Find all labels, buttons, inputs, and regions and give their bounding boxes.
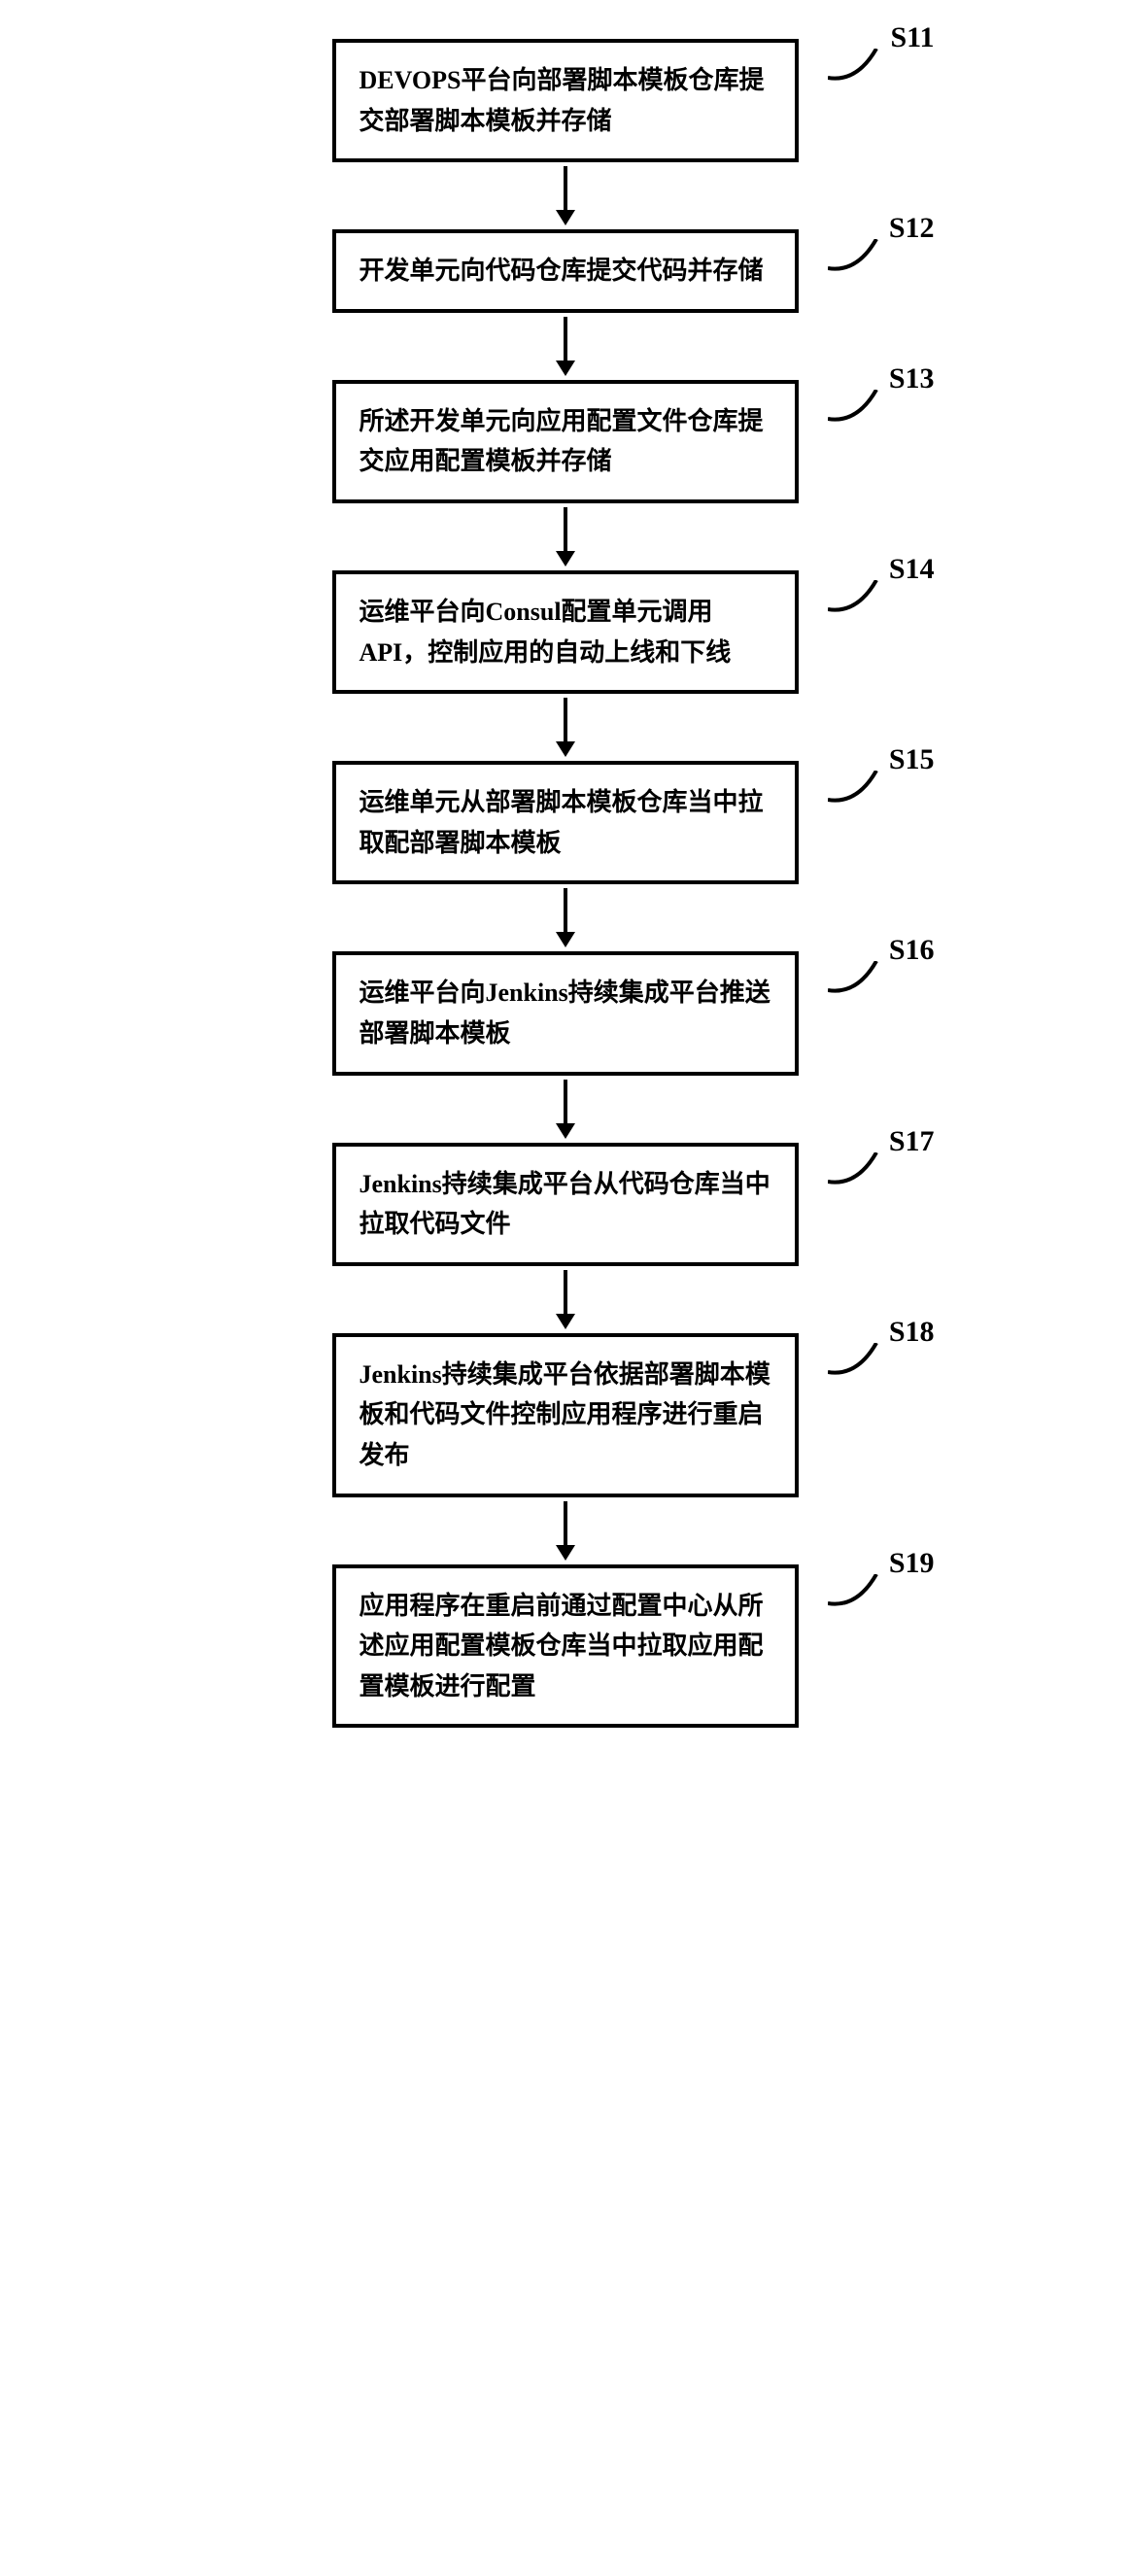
step-text: 应用程序在重启前通过配置中心从所述应用配置模板仓库当中拉取应用配置模板进行配置 bbox=[360, 1592, 764, 1700]
connector-curve-icon bbox=[828, 1152, 896, 1191]
arrow-head bbox=[556, 551, 575, 567]
step-row: 开发单元向代码仓库提交代码并存储 S12 bbox=[225, 229, 906, 313]
step-box-s17: Jenkins持续集成平台从代码仓库当中拉取代码文件 bbox=[332, 1143, 799, 1266]
arrow-head bbox=[556, 741, 575, 757]
arrow-line bbox=[564, 166, 567, 210]
step-box-s16: 运维平台向Jenkins持续集成平台推送部署脚本模板 bbox=[332, 951, 799, 1075]
connector-curve-icon bbox=[828, 1574, 896, 1613]
connector-curve-icon bbox=[828, 771, 896, 809]
arrow-line bbox=[564, 317, 567, 361]
arrow-icon bbox=[556, 1501, 575, 1561]
step-text: 开发单元向代码仓库提交代码并存储 bbox=[360, 257, 764, 285]
step-wrapper: 运维平台向Consul配置单元调用API，控制应用的自动上线和下线 S14 bbox=[225, 570, 906, 761]
connector-curve-icon bbox=[828, 390, 896, 429]
step-row: 运维单元从部署脚本模板仓库当中拉取配部署脚本模板 S15 bbox=[225, 761, 906, 884]
step-label: S14 bbox=[889, 553, 935, 586]
arrow-line bbox=[564, 698, 567, 741]
step-box-s12: 开发单元向代码仓库提交代码并存储 bbox=[332, 229, 799, 313]
arrow-icon bbox=[556, 166, 575, 225]
step-wrapper: Jenkins持续集成平台从代码仓库当中拉取代码文件 S17 bbox=[225, 1143, 906, 1333]
step-label: S19 bbox=[889, 1547, 935, 1580]
step-label: S18 bbox=[889, 1316, 935, 1349]
arrow-head bbox=[556, 1545, 575, 1561]
step-box-s15: 运维单元从部署脚本模板仓库当中拉取配部署脚本模板 bbox=[332, 761, 799, 884]
step-label: S15 bbox=[889, 743, 935, 776]
step-row: 所述开发单元向应用配置文件仓库提交应用配置模板并存储 S13 bbox=[225, 380, 906, 503]
step-row: Jenkins持续集成平台从代码仓库当中拉取代码文件 S17 bbox=[225, 1143, 906, 1266]
arrow-line bbox=[564, 1270, 567, 1314]
arrow-icon bbox=[556, 507, 575, 567]
step-box-s13: 所述开发单元向应用配置文件仓库提交应用配置模板并存储 bbox=[332, 380, 799, 503]
arrow-line bbox=[564, 507, 567, 551]
connector-curve-icon bbox=[828, 961, 896, 1000]
arrow-icon bbox=[556, 1080, 575, 1139]
connector-curve-icon bbox=[828, 49, 896, 87]
flowchart-container: DEVOPS平台向部署脚本模板仓库提交部署脚本模板并存储 S11 开发单元向代码… bbox=[225, 39, 906, 1728]
step-text: 运维平台向Consul配置单元调用API，控制应用的自动上线和下线 bbox=[360, 598, 732, 667]
arrow-icon bbox=[556, 888, 575, 947]
step-wrapper: 运维单元从部署脚本模板仓库当中拉取配部署脚本模板 S15 bbox=[225, 761, 906, 951]
step-box-s11: DEVOPS平台向部署脚本模板仓库提交部署脚本模板并存储 bbox=[332, 39, 799, 162]
step-text: 运维平台向Jenkins持续集成平台推送部署脚本模板 bbox=[360, 979, 770, 1048]
step-label: S11 bbox=[890, 21, 934, 54]
step-wrapper: 所述开发单元向应用配置文件仓库提交应用配置模板并存储 S13 bbox=[225, 380, 906, 570]
step-box-s18: Jenkins持续集成平台依据部署脚本模板和代码文件控制应用程序进行重启发布 bbox=[332, 1333, 799, 1497]
arrow-icon bbox=[556, 1270, 575, 1329]
arrow-head bbox=[556, 1314, 575, 1329]
arrow-icon bbox=[556, 698, 575, 757]
step-text: Jenkins持续集成平台从代码仓库当中拉取代码文件 bbox=[360, 1170, 770, 1239]
connector-curve-icon bbox=[828, 239, 896, 278]
step-wrapper: 应用程序在重启前通过配置中心从所述应用配置模板仓库当中拉取应用配置模板进行配置 … bbox=[225, 1564, 906, 1729]
step-label: S16 bbox=[889, 934, 935, 967]
step-row: 运维平台向Consul配置单元调用API，控制应用的自动上线和下线 S14 bbox=[225, 570, 906, 694]
connector-curve-icon bbox=[828, 1343, 896, 1382]
step-wrapper: DEVOPS平台向部署脚本模板仓库提交部署脚本模板并存储 S11 bbox=[225, 39, 906, 229]
arrow-head bbox=[556, 1123, 575, 1139]
arrow-head bbox=[556, 210, 575, 225]
step-label: S12 bbox=[889, 212, 935, 245]
arrow-head bbox=[556, 932, 575, 947]
step-box-s19: 应用程序在重启前通过配置中心从所述应用配置模板仓库当中拉取应用配置模板进行配置 bbox=[332, 1564, 799, 1729]
step-wrapper: 运维平台向Jenkins持续集成平台推送部署脚本模板 S16 bbox=[225, 951, 906, 1142]
step-wrapper: Jenkins持续集成平台依据部署脚本模板和代码文件控制应用程序进行重启发布 S… bbox=[225, 1333, 906, 1564]
step-text: DEVOPS平台向部署脚本模板仓库提交部署脚本模板并存储 bbox=[360, 66, 765, 135]
step-wrapper: 开发单元向代码仓库提交代码并存储 S12 bbox=[225, 229, 906, 380]
step-row: 运维平台向Jenkins持续集成平台推送部署脚本模板 S16 bbox=[225, 951, 906, 1075]
step-text: 运维单元从部署脚本模板仓库当中拉取配部署脚本模板 bbox=[360, 788, 764, 857]
step-label: S13 bbox=[889, 362, 935, 395]
step-text: Jenkins持续集成平台依据部署脚本模板和代码文件控制应用程序进行重启发布 bbox=[360, 1360, 770, 1469]
step-box-s14: 运维平台向Consul配置单元调用API，控制应用的自动上线和下线 bbox=[332, 570, 799, 694]
step-row: Jenkins持续集成平台依据部署脚本模板和代码文件控制应用程序进行重启发布 S… bbox=[225, 1333, 906, 1497]
arrow-line bbox=[564, 1501, 567, 1545]
connector-curve-icon bbox=[828, 580, 896, 619]
step-row: DEVOPS平台向部署脚本模板仓库提交部署脚本模板并存储 S11 bbox=[225, 39, 906, 162]
arrow-icon bbox=[556, 317, 575, 376]
step-row: 应用程序在重启前通过配置中心从所述应用配置模板仓库当中拉取应用配置模板进行配置 … bbox=[225, 1564, 906, 1729]
step-label: S17 bbox=[889, 1125, 935, 1158]
arrow-line bbox=[564, 1080, 567, 1123]
step-text: 所述开发单元向应用配置文件仓库提交应用配置模板并存储 bbox=[360, 407, 764, 476]
arrow-head bbox=[556, 361, 575, 376]
arrow-line bbox=[564, 888, 567, 932]
